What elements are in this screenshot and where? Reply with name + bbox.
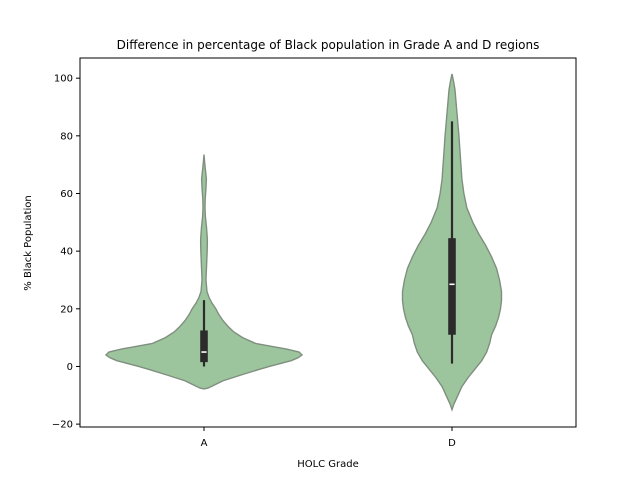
y-tick-label: 40 (60, 247, 73, 258)
plot-area (104, 73, 503, 412)
y-tick-label: −20 (52, 420, 73, 431)
y-tick-label: 20 (60, 304, 73, 315)
y-tick-label: 100 (54, 74, 73, 85)
x-axis-label: HOLC Grade (297, 459, 359, 470)
x-tick-label: A (201, 438, 208, 449)
y-tick-label: 80 (60, 131, 73, 142)
y-tick-label: 0 (67, 362, 73, 373)
y-tick-label: 60 (60, 189, 73, 200)
violin-body (104, 154, 304, 390)
chart-title: Difference in percentage of Black popula… (117, 38, 540, 52)
iqr-box (448, 238, 456, 335)
y-axis: −20 0 20 40 60 80 100 (52, 74, 80, 431)
y-axis-label: % Black Population (23, 195, 34, 290)
plot-frame (79, 57, 577, 428)
x-tick-label: D (448, 438, 456, 449)
iqr-box (200, 330, 208, 363)
